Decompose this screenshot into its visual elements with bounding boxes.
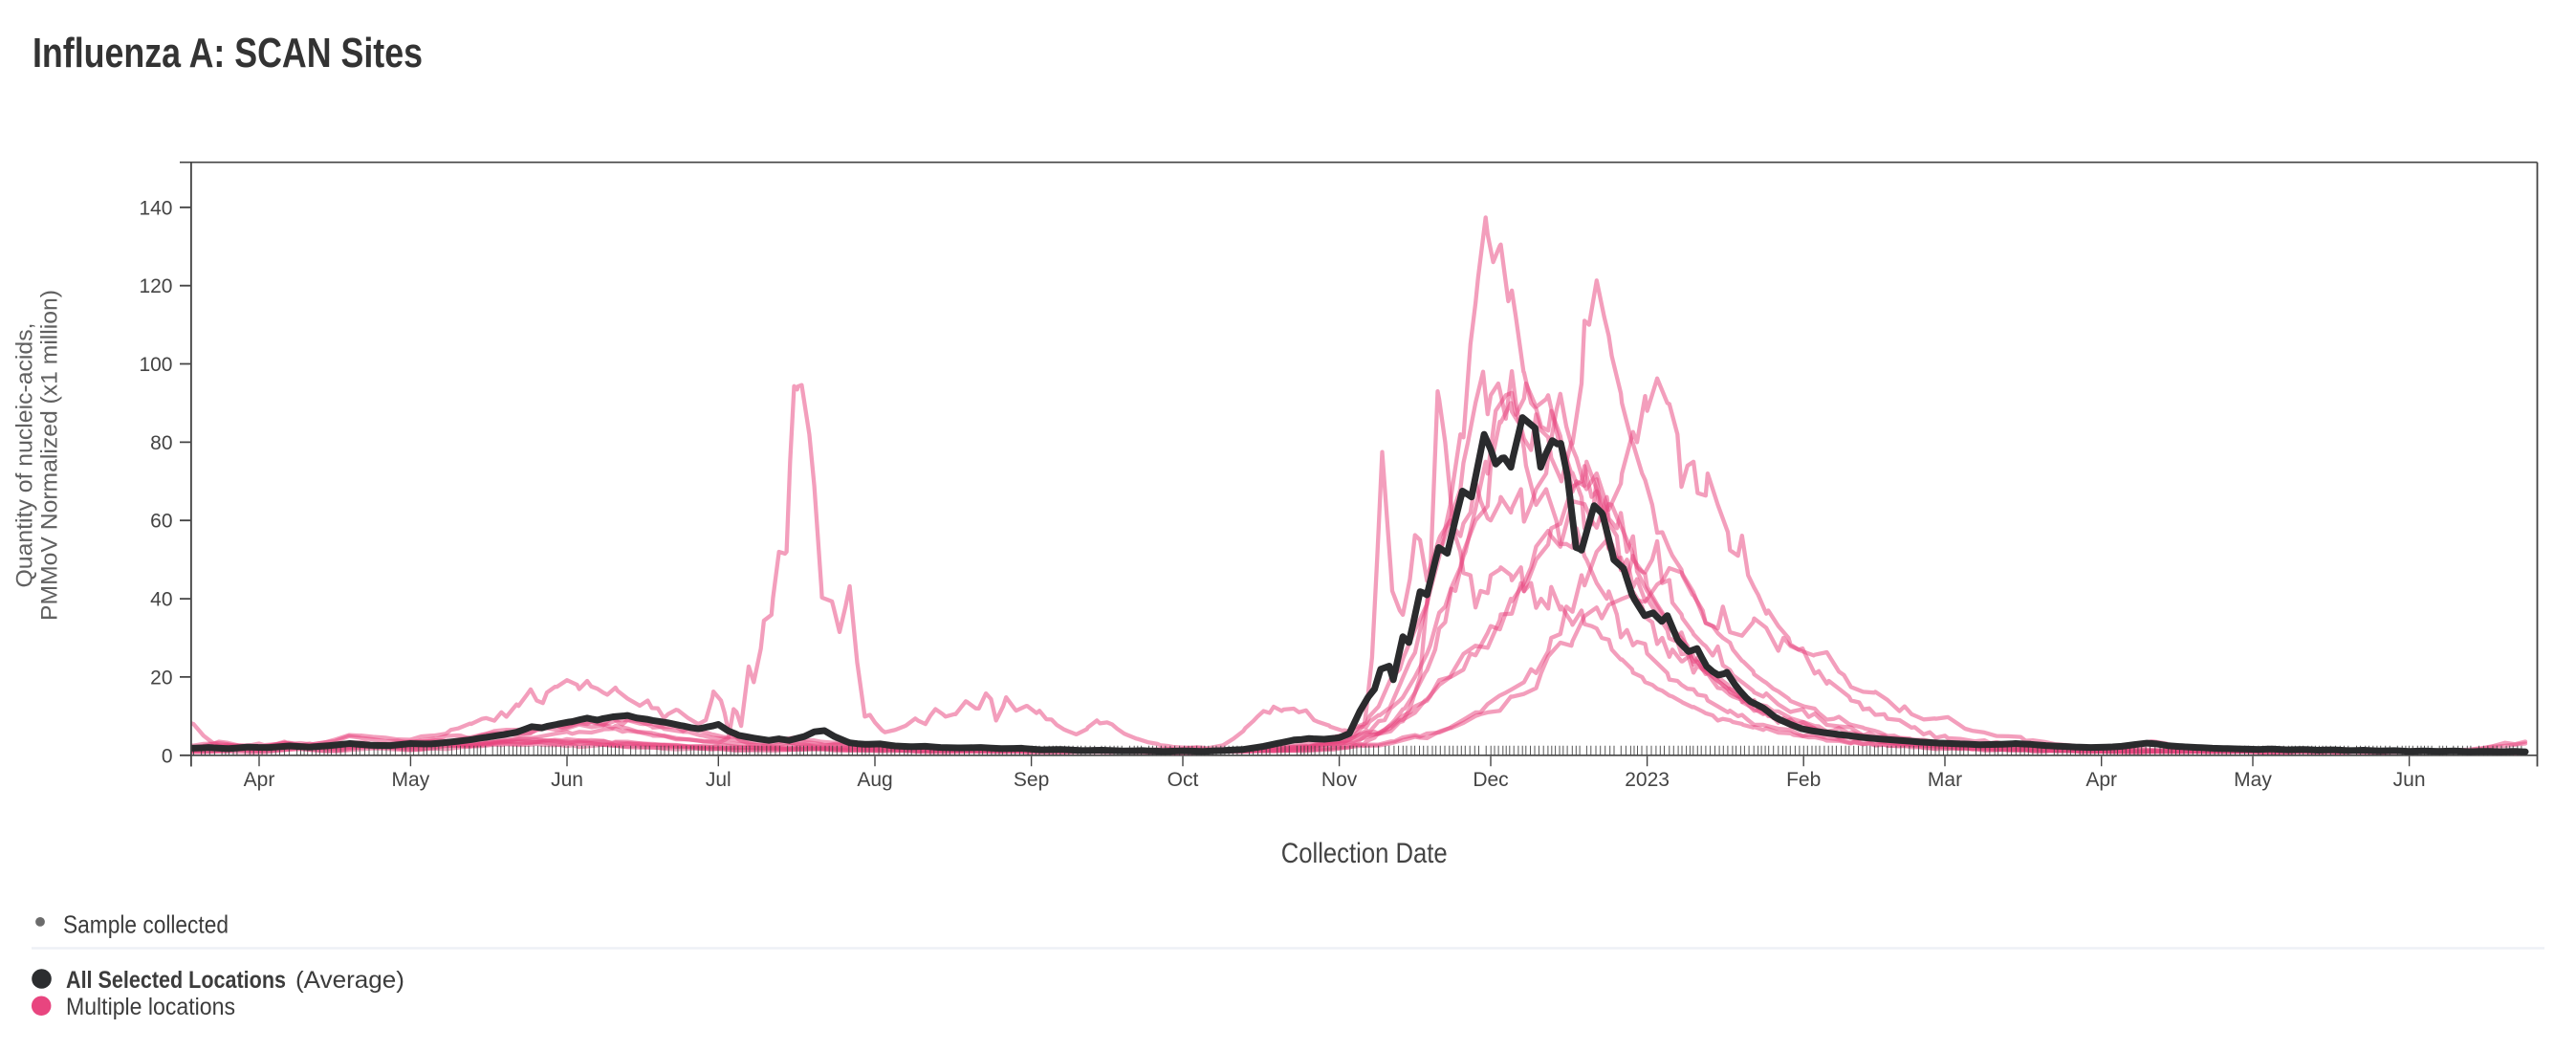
svg-text:60: 60 [150, 511, 172, 533]
svg-text:(Average): (Average) [295, 967, 404, 994]
svg-text:PMMoV Normalized (x1 million): PMMoV Normalized (x1 million) [37, 290, 63, 621]
svg-text:Jun: Jun [2393, 769, 2426, 791]
svg-text:Aug: Aug [857, 769, 892, 791]
svg-text:Collection Date: Collection Date [1281, 838, 1448, 869]
svg-text:80: 80 [150, 432, 172, 454]
svg-text:Nov: Nov [1321, 769, 1358, 791]
svg-text:Dec: Dec [1473, 769, 1508, 791]
svg-text:Mar: Mar [1928, 769, 1962, 791]
svg-text:All Selected Locations: All Selected Locations [66, 967, 286, 994]
svg-text:100: 100 [139, 354, 172, 376]
svg-text:2023: 2023 [1625, 769, 1670, 791]
svg-text:Influenza A: SCAN Sites: Influenza A: SCAN Sites [33, 30, 423, 77]
svg-text:May: May [2234, 769, 2272, 791]
svg-text:Apr: Apr [2085, 769, 2117, 791]
svg-text:Oct: Oct [1168, 769, 1199, 791]
svg-text:Sep: Sep [1014, 769, 1049, 791]
svg-text:Jun: Jun [551, 769, 583, 791]
svg-text:Jul: Jul [706, 769, 731, 791]
svg-text:20: 20 [150, 667, 172, 689]
svg-text:0: 0 [162, 745, 173, 767]
svg-text:Sample collected: Sample collected [63, 910, 229, 939]
svg-text:120: 120 [139, 275, 172, 297]
svg-text:Multiple locations: Multiple locations [66, 994, 235, 1020]
svg-text:Feb: Feb [1786, 769, 1821, 791]
svg-text:Quantity of nucleic-acids,: Quantity of nucleic-acids, [12, 323, 38, 588]
svg-text:40: 40 [150, 589, 172, 611]
svg-text:May: May [392, 769, 430, 791]
svg-text:Apr: Apr [244, 769, 275, 791]
svg-text:140: 140 [139, 197, 172, 219]
